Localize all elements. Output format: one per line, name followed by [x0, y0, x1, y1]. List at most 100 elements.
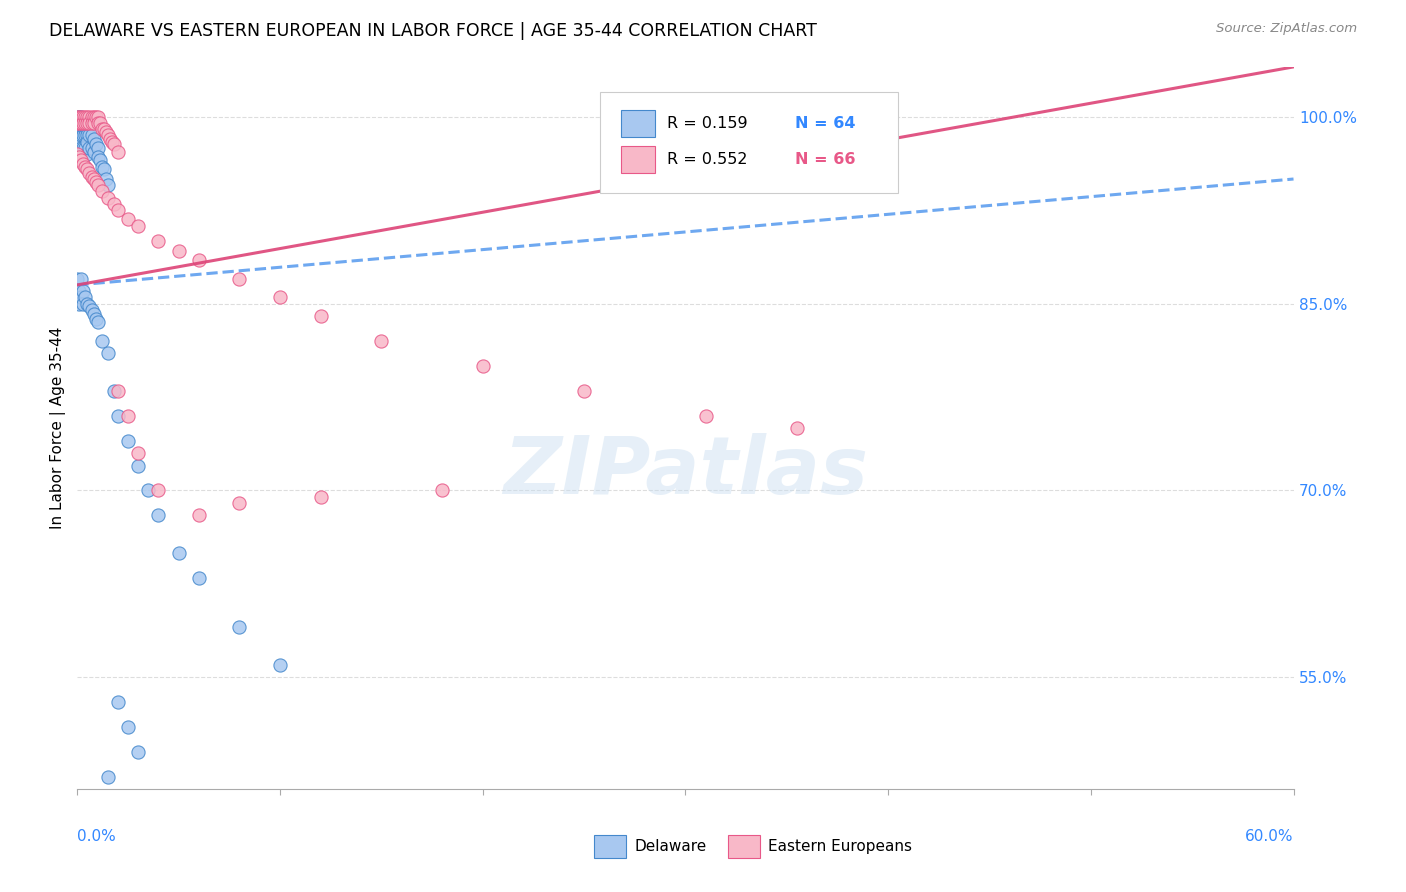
Point: [79, 116, 101, 130]
Point: [76, 296, 98, 310]
Point: [70, 290, 93, 304]
Point: [148, 483, 170, 498]
Text: 0.0%: 0.0%: [77, 830, 117, 844]
Point: [72, 141, 94, 155]
Point: [67, 284, 90, 298]
Point: [66, 147, 89, 161]
FancyBboxPatch shape: [600, 92, 898, 194]
Point: [103, 384, 125, 398]
Point: [86, 141, 108, 155]
Point: [79, 299, 101, 313]
Point: [72, 116, 94, 130]
Point: [148, 235, 170, 249]
Point: [97, 178, 120, 193]
FancyBboxPatch shape: [595, 835, 626, 858]
Point: [84, 137, 107, 152]
Point: [70, 110, 93, 124]
Point: [72, 110, 94, 124]
Point: [89, 153, 111, 168]
Text: N = 66: N = 66: [794, 152, 855, 167]
Text: DELAWARE VS EASTERN EUROPEAN IN LABOR FORCE | AGE 35-44 CORRELATION CHART: DELAWARE VS EASTERN EUROPEAN IN LABOR FO…: [49, 22, 817, 40]
Point: [72, 128, 94, 143]
Point: [70, 122, 93, 136]
Text: R = 0.159: R = 0.159: [668, 116, 748, 131]
Point: [86, 150, 108, 164]
Point: [67, 150, 90, 164]
Point: [83, 307, 105, 321]
Point: [80, 116, 103, 130]
Point: [80, 141, 103, 155]
Point: [90, 122, 112, 136]
Point: [107, 384, 129, 398]
Point: [70, 128, 93, 143]
Point: [67, 110, 90, 124]
Point: [66, 122, 89, 136]
Point: [72, 122, 94, 136]
Point: [471, 359, 494, 373]
Point: [127, 745, 149, 759]
Point: [97, 128, 120, 143]
Point: [127, 458, 149, 473]
Point: [76, 116, 98, 130]
Point: [90, 185, 112, 199]
Point: [80, 169, 103, 184]
Y-axis label: In Labor Force | Age 35-44: In Labor Force | Age 35-44: [51, 327, 66, 529]
Point: [117, 211, 139, 226]
Point: [76, 122, 98, 136]
Point: [76, 128, 98, 143]
Point: [76, 147, 98, 161]
Point: [786, 421, 808, 435]
Point: [66, 110, 89, 124]
Point: [188, 571, 211, 585]
Point: [75, 128, 97, 143]
Text: R = 0.552: R = 0.552: [668, 152, 748, 167]
Point: [127, 446, 149, 460]
Point: [86, 178, 108, 193]
Point: [80, 110, 103, 124]
Point: [75, 122, 97, 136]
Point: [80, 128, 103, 143]
Point: [79, 128, 101, 143]
Point: [228, 271, 250, 285]
Point: [66, 110, 89, 124]
Point: [107, 695, 129, 709]
Point: [84, 311, 107, 326]
Point: [98, 132, 121, 146]
Point: [127, 219, 149, 234]
Point: [136, 483, 159, 498]
Point: [79, 110, 101, 124]
Point: [572, 384, 595, 398]
Text: N = 64: N = 64: [794, 116, 855, 131]
Point: [101, 135, 124, 149]
Text: Eastern Europeans: Eastern Europeans: [768, 839, 912, 854]
Point: [89, 116, 111, 130]
Point: [188, 252, 211, 267]
Point: [94, 172, 117, 186]
Point: [83, 116, 105, 130]
Text: Delaware: Delaware: [634, 839, 707, 854]
Point: [66, 271, 89, 285]
Point: [67, 116, 90, 130]
Point: [117, 720, 139, 734]
FancyBboxPatch shape: [621, 145, 655, 173]
Point: [167, 244, 190, 259]
Point: [67, 296, 90, 310]
Point: [309, 309, 332, 323]
Point: [430, 483, 453, 498]
Point: [70, 110, 93, 124]
Point: [103, 197, 125, 211]
Text: ZIPatlas: ZIPatlas: [503, 433, 868, 510]
Text: Source: ZipAtlas.com: Source: ZipAtlas.com: [1216, 22, 1357, 36]
Point: [83, 110, 105, 124]
Point: [72, 296, 94, 310]
Point: [75, 160, 97, 174]
Point: [67, 147, 90, 161]
Point: [80, 302, 103, 317]
Point: [70, 271, 93, 285]
Point: [76, 162, 98, 177]
Point: [76, 110, 98, 124]
Point: [76, 135, 98, 149]
Point: [309, 490, 332, 504]
Point: [94, 125, 117, 139]
Point: [84, 174, 107, 188]
